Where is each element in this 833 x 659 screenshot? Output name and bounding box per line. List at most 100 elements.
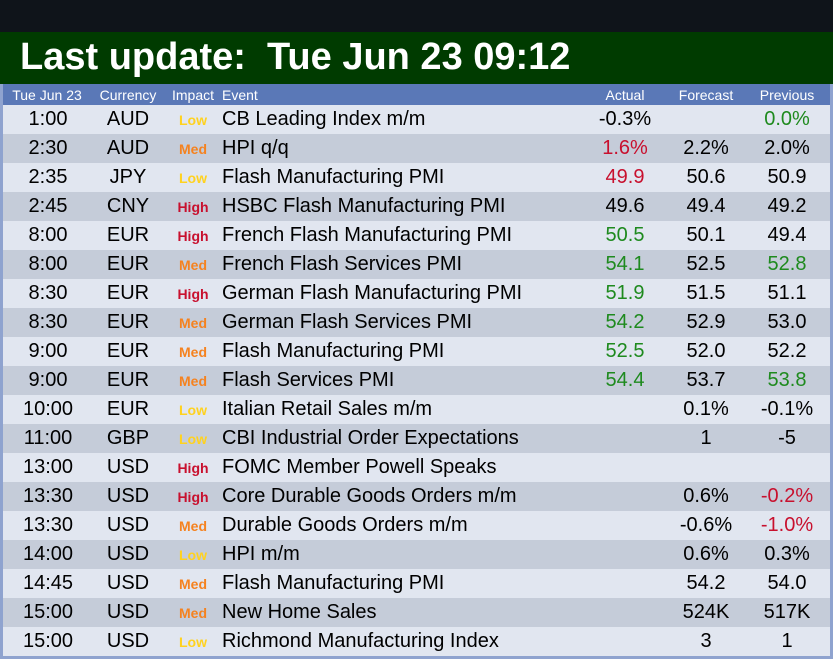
impact-badge: High bbox=[177, 285, 209, 302]
event-name: German Flash Services PMI bbox=[222, 311, 473, 333]
event-time: 9:00 bbox=[28, 369, 68, 391]
event-currency: EUR bbox=[106, 282, 150, 304]
actual-value bbox=[585, 598, 665, 627]
impact-badge: Med bbox=[179, 575, 207, 592]
event-name: French Flash Services PMI bbox=[222, 253, 463, 275]
impact-badge: Med bbox=[179, 256, 207, 273]
impact-badge: High bbox=[177, 198, 209, 215]
table-row[interactable]: 13:30 USD Med Durable Goods Orders m/m -0.6%… bbox=[0, 511, 833, 540]
forecast-value: 2.2% bbox=[683, 137, 729, 159]
forecast-value: 0.1% bbox=[683, 398, 729, 420]
event-currency: EUR bbox=[106, 224, 150, 246]
previous-value bbox=[747, 453, 827, 482]
impact-badge: Med bbox=[179, 140, 207, 157]
header-currency: Currency bbox=[99, 86, 157, 103]
impact-badge: Med bbox=[179, 517, 207, 534]
forecast-value: 52.0 bbox=[686, 340, 726, 362]
update-banner: Last update: Tue Jun 23 09:12 bbox=[0, 32, 833, 84]
table-row[interactable]: 13:30 USD High Core Durable Goods Orders m/… bbox=[0, 482, 833, 511]
actual-value bbox=[585, 453, 665, 482]
table-row[interactable]: 2:45 CNY High HSBC Flash Manufacturing PMI 4… bbox=[0, 192, 833, 221]
event-currency: EUR bbox=[106, 311, 150, 333]
table-row[interactable]: 8:30 EUR Med German Flash Services PMI 54.2 5… bbox=[0, 308, 833, 337]
actual-value: -0.3% bbox=[598, 108, 652, 130]
forecast-value bbox=[666, 453, 746, 482]
impact-badge: Low bbox=[179, 401, 207, 418]
table-row[interactable]: 14:45 USD Med Flash Manufacturing PMI 54.2 54… bbox=[0, 569, 833, 598]
event-time: 2:45 bbox=[28, 195, 68, 217]
table-row[interactable]: 8:30 EUR High German Flash Manufacturing PM… bbox=[0, 279, 833, 308]
actual-value: 52.5 bbox=[605, 340, 645, 362]
actual-value: 54.2 bbox=[605, 311, 645, 333]
previous-value: 52.2 bbox=[767, 340, 807, 362]
table-row[interactable]: 9:00 EUR Med Flash Manufacturing PMI 52.5 52.… bbox=[0, 337, 833, 366]
event-name: HPI m/m bbox=[222, 543, 300, 565]
actual-value: 1.6% bbox=[602, 137, 648, 159]
forecast-value: 0.6% bbox=[683, 485, 729, 507]
event-currency: EUR bbox=[106, 253, 150, 275]
table-row[interactable]: 8:00 EUR Med French Flash Services PMI 54.1 5… bbox=[0, 250, 833, 279]
table-row[interactable]: 15:00 USD Low Richmond Manufacturing Index 3… bbox=[0, 627, 833, 656]
table-row[interactable]: 11:00 GBP Low CBI Industrial Order Expectat… bbox=[0, 424, 833, 453]
forecast-value: 51.5 bbox=[686, 282, 726, 304]
event-name: CBI Industrial Order Expectations bbox=[222, 427, 519, 449]
event-time: 13:30 bbox=[22, 485, 74, 507]
actual-value bbox=[585, 569, 665, 598]
actual-value bbox=[585, 482, 665, 511]
event-time: 15:00 bbox=[22, 630, 74, 652]
event-time: 9:00 bbox=[28, 340, 68, 362]
event-currency: CNY bbox=[106, 195, 150, 217]
impact-badge: Low bbox=[179, 430, 207, 447]
forecast-value: 1 bbox=[700, 427, 712, 449]
impact-badge: High bbox=[177, 227, 209, 244]
event-name: Durable Goods Orders m/m bbox=[222, 514, 468, 536]
event-currency: USD bbox=[106, 601, 150, 623]
table-row[interactable]: 2:30 AUD Med HPI q/q 1.6% 2.2% 2.0% bbox=[0, 134, 833, 163]
impact-badge: Low bbox=[179, 111, 207, 128]
table-row[interactable]: 1:00 AUD Low CB Leading Index m/m -0.3% 0.0% bbox=[0, 105, 833, 134]
event-time: 11:00 bbox=[23, 427, 73, 449]
event-time: 8:30 bbox=[28, 311, 68, 333]
table-row[interactable]: 2:35 JPY Low Flash Manufacturing PMI 49.9 50.… bbox=[0, 163, 833, 192]
previous-value: 53.0 bbox=[767, 311, 807, 333]
table-row[interactable]: 9:00 EUR Med Flash Services PMI 54.4 53.7 53.8 bbox=[0, 366, 833, 395]
impact-badge: High bbox=[177, 488, 209, 505]
event-currency: USD bbox=[106, 514, 150, 536]
impact-badge: Med bbox=[179, 343, 207, 360]
previous-value: 52.8 bbox=[767, 253, 807, 275]
event-currency: EUR bbox=[106, 369, 150, 391]
header-impact: Impact bbox=[171, 86, 214, 103]
header-forecast: Forecast bbox=[678, 86, 734, 103]
header-previous: Previous bbox=[759, 86, 815, 103]
actual-value: 51.9 bbox=[605, 282, 645, 304]
event-time: 8:00 bbox=[28, 253, 68, 275]
previous-value: -5 bbox=[778, 427, 796, 449]
event-name: Core Durable Goods Orders m/m bbox=[222, 485, 517, 507]
impact-badge: Med bbox=[179, 372, 207, 389]
table-row[interactable]: 10:00 EUR Low Italian Retail Sales m/m 0.1% -… bbox=[0, 395, 833, 424]
table-row[interactable]: 13:00 USD High FOMC Member Powell Speaks bbox=[0, 453, 833, 482]
impact-badge: Low bbox=[179, 633, 207, 650]
event-name: French Flash Manufacturing PMI bbox=[222, 224, 513, 246]
event-name: German Flash Manufacturing PMI bbox=[222, 282, 523, 304]
event-name: Flash Manufacturing PMI bbox=[222, 166, 445, 188]
event-name: Flash Manufacturing PMI bbox=[222, 572, 445, 594]
event-time: 8:30 bbox=[28, 282, 68, 304]
event-name: Flash Manufacturing PMI bbox=[222, 340, 445, 362]
event-name: New Home Sales bbox=[222, 601, 377, 623]
event-time: 8:00 bbox=[28, 224, 68, 246]
table-header: Tue Jun 23 Currency Impact Event Actual … bbox=[0, 84, 833, 105]
previous-value: -0.1% bbox=[760, 398, 814, 420]
table-row[interactable]: 8:00 EUR High French Flash Manufacturing PM… bbox=[0, 221, 833, 250]
event-currency: USD bbox=[106, 543, 150, 565]
event-time: 15:00 bbox=[22, 601, 74, 623]
event-time: 13:00 bbox=[22, 456, 74, 478]
previous-value: -1.0% bbox=[760, 514, 814, 536]
event-currency: EUR bbox=[106, 398, 150, 420]
table-row[interactable]: 14:00 USD Low HPI m/m 0.6% 0.3% bbox=[0, 540, 833, 569]
forecast-value: 0.6% bbox=[683, 543, 729, 565]
event-name: HPI q/q bbox=[222, 137, 289, 159]
previous-value: 49.4 bbox=[767, 224, 807, 246]
table-row[interactable]: 15:00 USD Med New Home Sales 524K 517K bbox=[0, 598, 833, 627]
event-currency: USD bbox=[106, 572, 150, 594]
